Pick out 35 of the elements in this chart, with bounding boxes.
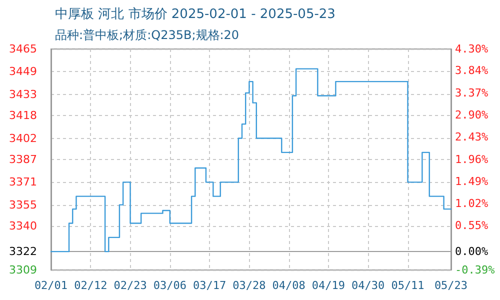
y-tick-label: 3340 [9,220,37,233]
x-tick-label: 03/06 [153,279,186,292]
x-tick-label: 02/23 [114,279,147,292]
y-tick-label: 3418 [9,109,37,122]
y2-tick-label: 3.37% [455,86,488,100]
y2-tick-label: 1.49% [455,174,488,188]
y-tick-label: 3449 [9,65,37,78]
x-tick-label: 02/12 [74,279,108,292]
chart-subtitle: 品种:普中板;材质:Q235B;规格:20 [55,28,240,42]
y-tick-label: 3465 [9,42,37,56]
x-tick-label: 03/17 [192,279,226,292]
y2-tick-label: 2.43% [455,130,488,144]
y2-tick-label: 1.02% [455,197,488,210]
x-tick-label: 04/08 [272,279,306,292]
y-tick-label: 3433 [9,88,37,101]
y-tick-label: 3309 [9,264,37,276]
y-tick-label: 3387 [9,153,37,166]
y-tick-label: 3322 [9,245,37,258]
y2-tick-label: 1.96% [455,152,488,166]
x-tick-label: 04/30 [352,279,385,292]
y-tick-label: 3355 [9,198,37,212]
x-tick-label: 02/01 [34,279,68,292]
y2-tick-label: -0.39% [455,264,496,276]
y-tick-label: 3402 [9,132,37,145]
y2-tick-label: 4.30% [455,42,488,56]
chart-title: 中厚板 河北 市场价 2025-02-01 - 2025-05-23 [55,7,336,22]
y2-tick-label: 3.84% [455,64,488,78]
x-tick-label: 05/23 [434,279,468,292]
y2-tick-label: 0.00% [455,245,488,258]
x-tick-label: 03/28 [232,279,266,292]
x-tick-label: 04/19 [312,279,346,292]
x-tick-label: 05/11 [391,279,424,292]
y-tick-label: 3371 [9,176,37,189]
y2-tick-label: 0.55% [455,219,488,232]
y2-tick-label: 2.90% [455,108,488,122]
